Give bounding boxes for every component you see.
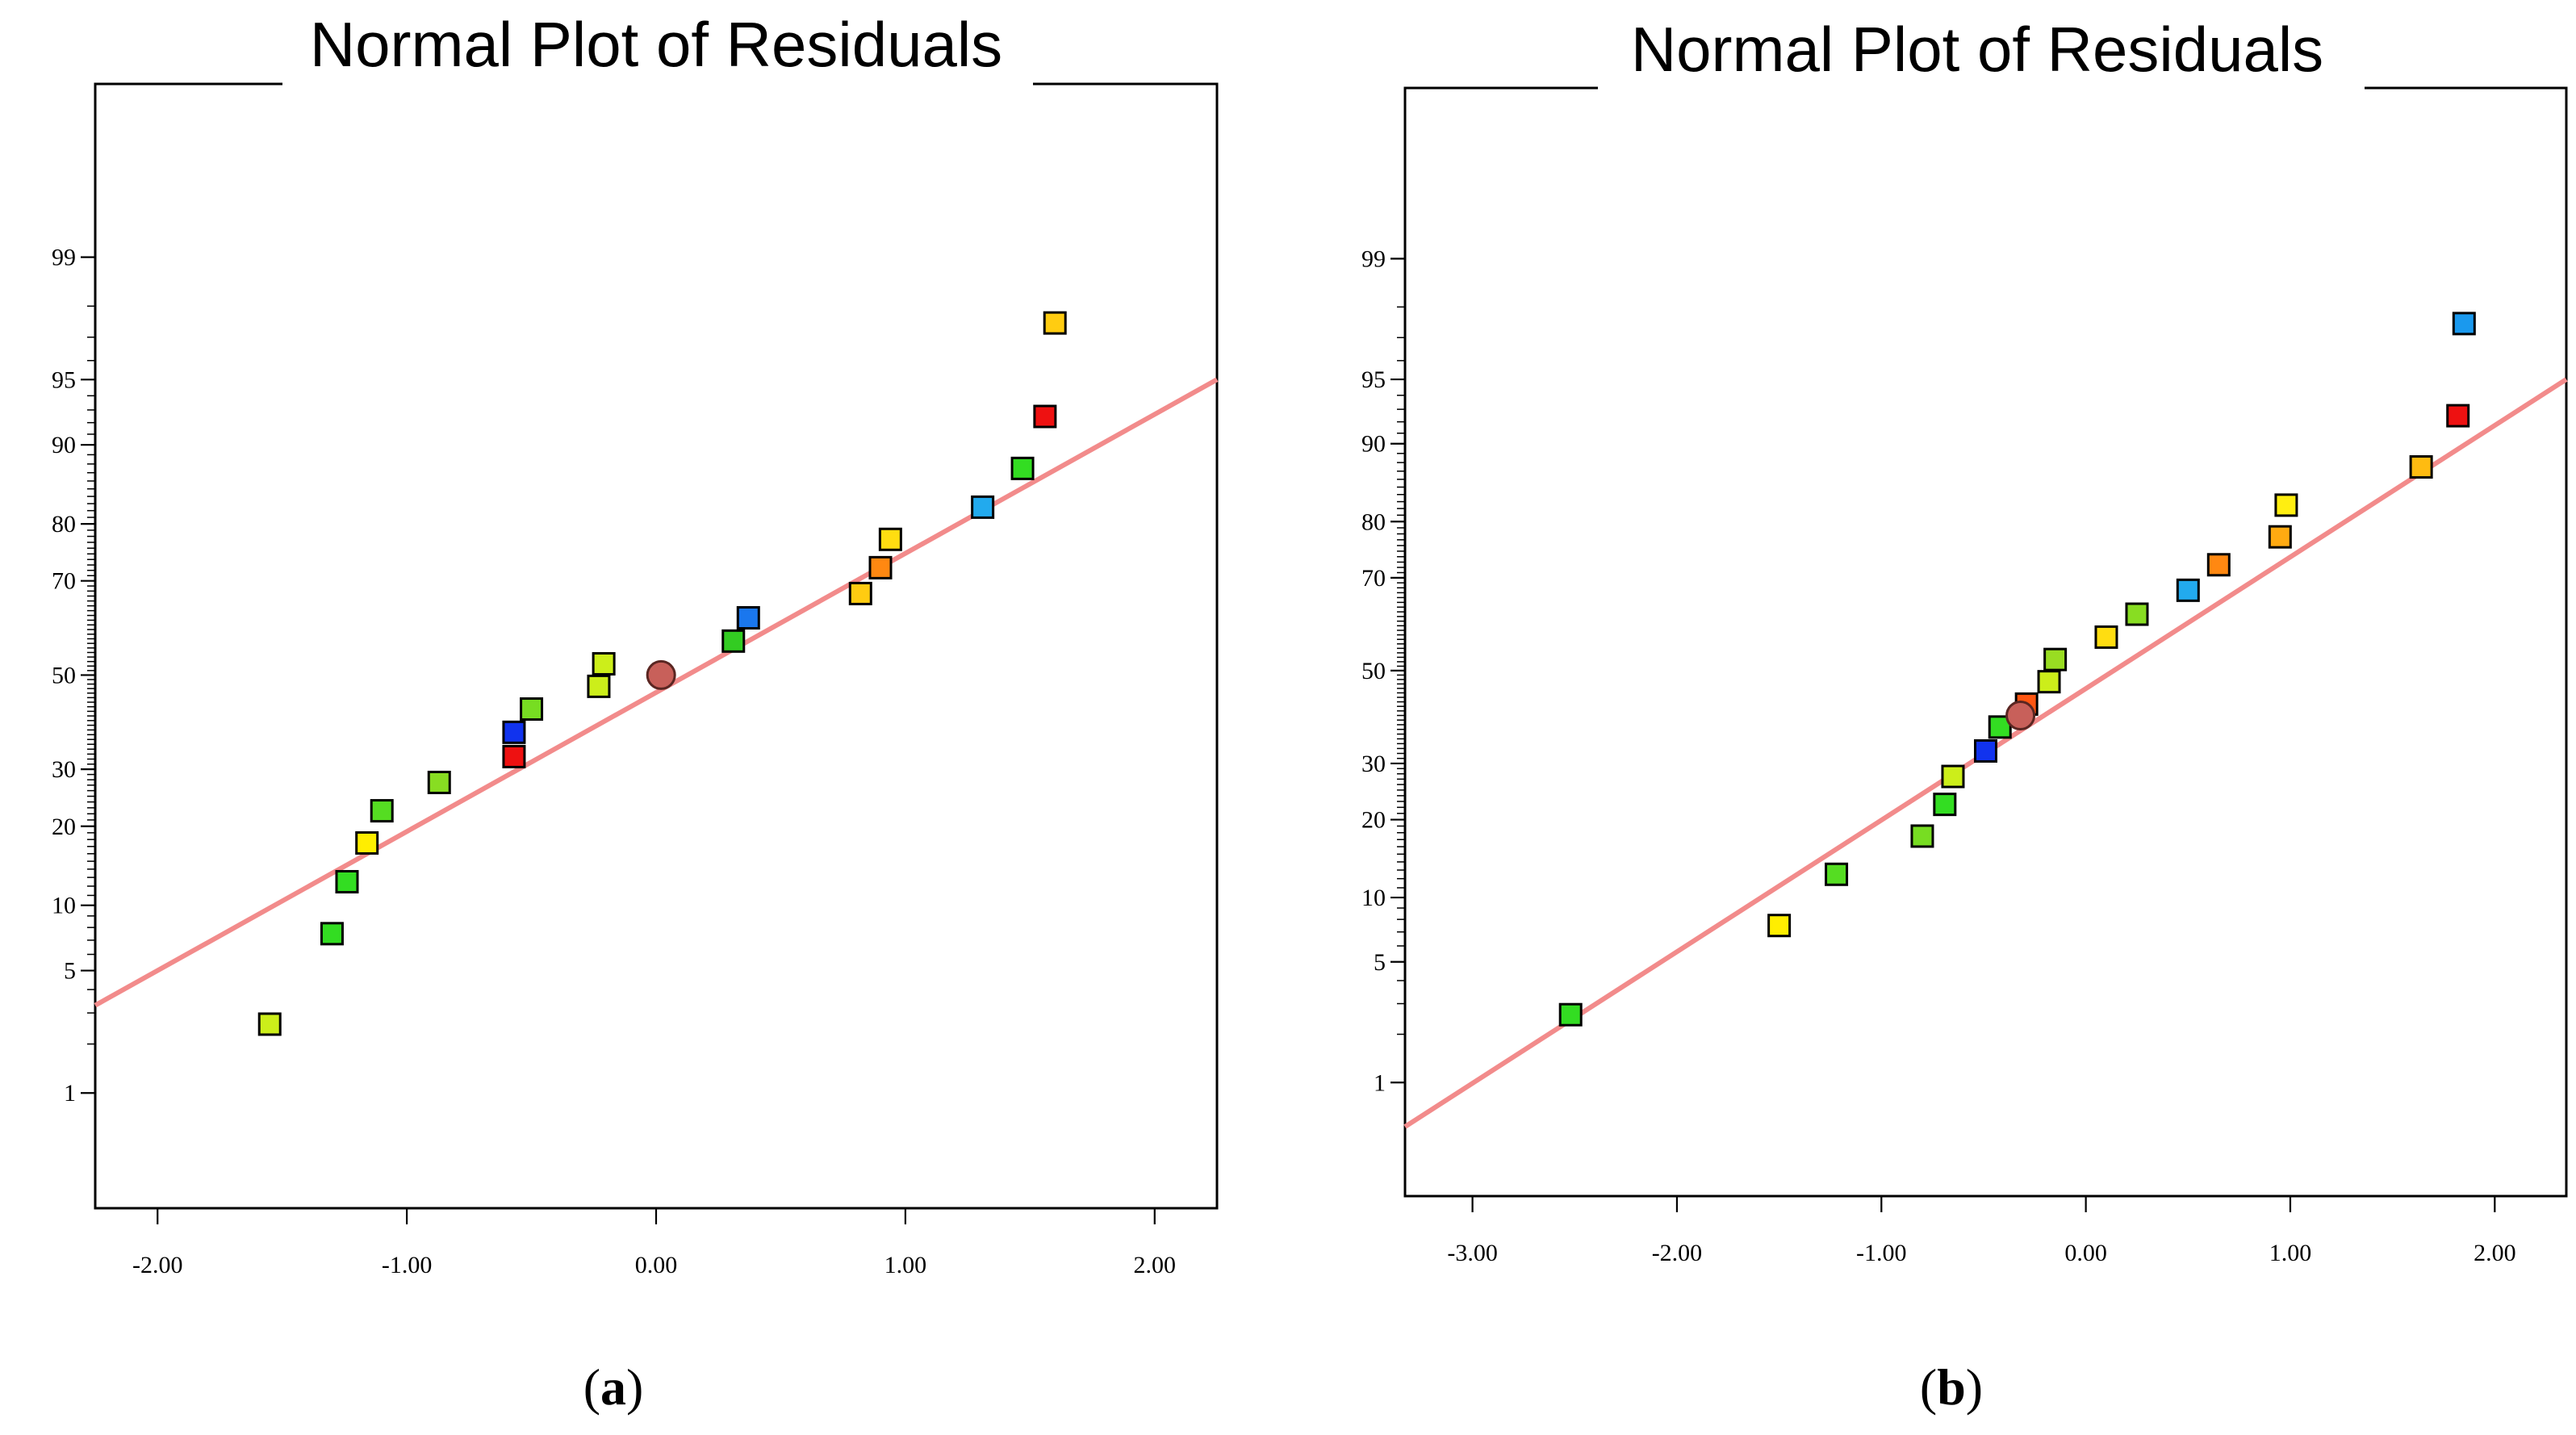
- chart-title: Normal Plot of Residuals: [310, 9, 1002, 80]
- x-tick-label: -1.00: [1856, 1240, 1907, 1266]
- residual-point: [355, 830, 379, 855]
- y-tick-label: 95: [52, 366, 76, 393]
- y-tick-label: 20: [52, 814, 76, 840]
- y-axis: 1 5 10 20 30 50 70 80 90 95 99: [1361, 246, 1405, 1096]
- y-tick-label: 99: [1361, 246, 1386, 273]
- residual-point: [1767, 914, 1792, 938]
- y-tick-label: 5: [64, 958, 76, 985]
- residual-point: [587, 674, 611, 698]
- x-tick-label: 0.00: [635, 1252, 678, 1278]
- residual-point: [971, 495, 995, 519]
- residual-point: [736, 605, 760, 630]
- x-axis: -3.00 -2.00 -1.00 0.00 1.00 2.00: [1447, 1196, 2516, 1266]
- residual-point: [868, 555, 893, 579]
- y-tick-label: 5: [1374, 949, 1386, 976]
- x-tick-label: 0.00: [2064, 1240, 2107, 1266]
- panel-a: Normal Plot of Residuals 1 5 10 20 30 50 70 80 9…: [52, 6, 1219, 1416]
- residual-point: [1941, 764, 1965, 789]
- title-background: [282, 6, 1033, 87]
- y-tick-label: 50: [1361, 658, 1386, 684]
- residual-point: [2206, 553, 2231, 577]
- residual-point: [1974, 738, 1997, 763]
- residual-point: [2176, 578, 2200, 602]
- y-tick-label: 30: [52, 756, 76, 783]
- y-tick-label: 80: [52, 511, 76, 538]
- y-tick-label: 10: [52, 893, 76, 919]
- y-tick-label: 1: [64, 1080, 76, 1107]
- residual-point: [2037, 670, 2061, 694]
- y-tick-label: 90: [1361, 431, 1386, 458]
- residual-point: [2452, 312, 2476, 336]
- residual-point: [848, 581, 872, 605]
- residual-point: [1010, 456, 1035, 480]
- x-tick-label: -3.00: [1447, 1240, 1498, 1266]
- residual-point: [520, 697, 544, 722]
- caption-b: (b): [1920, 1358, 1983, 1416]
- plot-area-frame: [1403, 86, 2568, 1198]
- y-tick-label: 95: [1361, 366, 1386, 393]
- y-tick-label: 1: [1374, 1069, 1386, 1096]
- x-tick-label: 2.00: [2474, 1240, 2516, 1266]
- residual-point: [1825, 862, 1849, 886]
- residual-point: [1933, 793, 1957, 817]
- residual-point: [1910, 824, 1934, 848]
- residual-point: [878, 527, 902, 551]
- y-tick-label: 50: [52, 662, 76, 688]
- plot-area-frame: [94, 82, 1219, 1210]
- residual-point: [370, 799, 394, 823]
- data-points: [257, 311, 1067, 1036]
- y-axis: 1 5 10 20 30 50 70 80 90 95 99: [52, 245, 95, 1107]
- design-point-marker: [2005, 700, 2036, 730]
- title-background: [1598, 8, 2365, 90]
- residual-point: [257, 1012, 282, 1036]
- residual-point: [2409, 455, 2433, 479]
- residual-point: [721, 629, 746, 653]
- residual-point: [592, 651, 616, 676]
- residual-point: [502, 744, 526, 768]
- x-tick-label: -1.00: [382, 1252, 433, 1278]
- y-tick-label: 99: [52, 245, 76, 271]
- residual-point: [335, 869, 359, 893]
- residual-point: [1558, 1002, 1583, 1027]
- residual-point: [1988, 715, 2012, 739]
- residual-point: [320, 922, 344, 946]
- fit-line: [94, 377, 1219, 1008]
- x-tick-label: 2.00: [1134, 1252, 1177, 1278]
- residual-point: [2274, 493, 2298, 517]
- y-tick-label: 90: [52, 432, 76, 458]
- y-tick-label: 70: [1361, 565, 1386, 592]
- panel-b: Normal Plot of Residuals 1 5 10 20 30 50 70 80 9…: [1361, 8, 2568, 1416]
- chart-title: Normal Plot of Residuals: [1631, 14, 2323, 85]
- residual-point: [2094, 625, 2118, 649]
- y-tick-label: 30: [1361, 751, 1386, 777]
- residual-point: [502, 720, 526, 744]
- x-axis: -2.00 -1.00 0.00 1.00 2.00: [132, 1208, 1176, 1278]
- x-tick-label: -2.00: [1652, 1240, 1703, 1266]
- residual-point: [1033, 404, 1057, 429]
- x-tick-label: -2.00: [132, 1252, 183, 1278]
- residual-point: [2043, 647, 2068, 671]
- residual-point: [2268, 525, 2292, 549]
- design-point-marker: [646, 659, 676, 690]
- x-tick-label: 1.00: [2269, 1240, 2312, 1266]
- residual-point: [1043, 311, 1067, 335]
- fit-line-group: [94, 377, 1219, 1008]
- residual-point: [2446, 404, 2470, 428]
- y-tick-label: 80: [1361, 508, 1386, 535]
- residual-point: [2125, 602, 2149, 626]
- y-tick-label: 10: [1361, 885, 1386, 911]
- residual-point: [427, 770, 451, 794]
- x-tick-label: 1.00: [884, 1252, 927, 1278]
- caption-a: (a): [583, 1358, 644, 1416]
- y-tick-label: 20: [1361, 807, 1386, 834]
- y-tick-label: 70: [52, 568, 76, 595]
- data-points: [1558, 312, 2476, 1027]
